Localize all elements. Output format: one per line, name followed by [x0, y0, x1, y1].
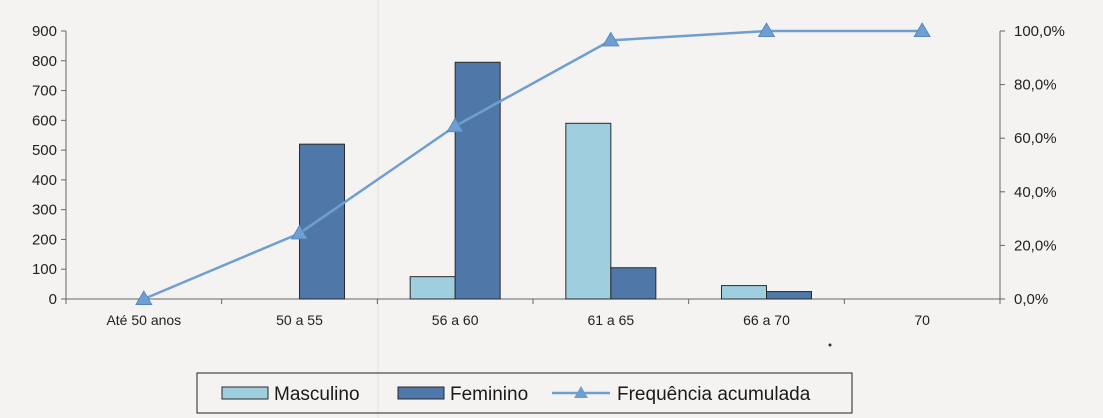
bar-feminino	[610, 267, 657, 300]
line-point-marker	[290, 224, 309, 240]
chart-line	[135, 22, 931, 306]
y-left-tick-label: 100	[32, 261, 57, 278]
y-left-tick-label: 600	[32, 112, 57, 129]
chart-legend: Masculino Feminino Frequência acumulada	[196, 372, 853, 414]
bar-feminino	[299, 143, 345, 300]
bar-masculino	[409, 276, 456, 300]
chart-axes: 0 100 200 300 400 500 600 700 800 900 0,0% 20,0% 40,…	[32, 0, 1065, 418]
y-left-tick-label: 0	[49, 291, 57, 308]
bar-masculino	[721, 285, 767, 300]
bar-feminino	[454, 61, 501, 300]
legend-swatch-feminino	[397, 386, 445, 400]
scan-speck	[828, 343, 832, 347]
line-point-marker	[446, 117, 464, 133]
legend-label-masculino: Masculino	[274, 384, 360, 405]
line-point-marker	[135, 290, 153, 306]
y-left-tick-label: 400	[32, 172, 57, 189]
x-tick-label: 56 a 60	[432, 312, 479, 328]
y-left-tick-label: 200	[32, 231, 57, 248]
chart-bars	[299, 61, 812, 300]
y-left-tick-label: 500	[32, 142, 57, 159]
line-point-marker	[602, 31, 620, 47]
y-right-tick-label: 20,0%	[1014, 237, 1057, 254]
x-tick-label: Até 50 anos	[106, 312, 181, 328]
line-point-marker	[913, 22, 931, 37]
y-right-tick-label: 60,0%	[1014, 130, 1057, 147]
legend-swatch-masculino	[221, 386, 269, 400]
y-right-tick-label: 40,0%	[1014, 184, 1057, 201]
line-frequencia-acumulada	[143, 29, 923, 301]
y-right-tick-label: 100,0%	[1014, 23, 1065, 40]
y-left-tick-label: 900	[32, 23, 57, 40]
bar-feminino	[766, 291, 812, 300]
x-tick-label: 61 a 65	[587, 312, 634, 328]
y-left-tick-label: 700	[32, 83, 57, 100]
legend-triangle-icon	[574, 386, 588, 398]
x-tick-label: 50 a 55	[276, 312, 323, 328]
legend-label-feminino: Feminino	[450, 384, 528, 405]
legend-label-frequencia: Frequência acumulada	[617, 384, 811, 405]
bar-masculino	[565, 122, 612, 300]
y-left-tick-label: 300	[32, 202, 57, 219]
line-point-marker	[757, 22, 776, 37]
y-right-tick-label: 0,0%	[1014, 291, 1048, 308]
legend-box	[196, 372, 853, 414]
x-tick-label: 70	[914, 312, 930, 328]
y-right-tick-label: 80,0%	[1014, 77, 1057, 94]
x-tick-label: 66 a 70	[743, 312, 790, 328]
y-left-tick-label: 800	[32, 53, 57, 70]
